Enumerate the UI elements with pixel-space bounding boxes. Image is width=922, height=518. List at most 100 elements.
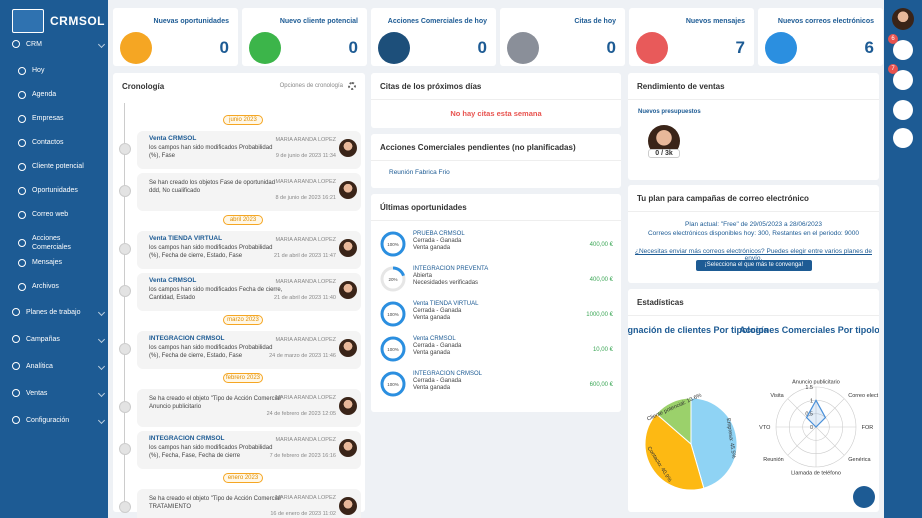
opportunity-stage: Venta ganada <box>413 245 451 251</box>
rail-button[interactable] <box>893 100 913 120</box>
nav-icon <box>18 114 26 123</box>
opportunity-status: Cerrada - Ganada <box>413 308 462 314</box>
timeline-entry: Venta CRMSOL los campos han sido modifica… <box>137 131 361 169</box>
avatar <box>339 339 357 357</box>
avatar[interactable] <box>892 8 914 30</box>
stat-value: 0 <box>219 38 229 57</box>
pending-item[interactable]: Reunión Fabrica Frio <box>389 169 450 176</box>
chart-title: Acciones Comerciales Por tipología <box>739 325 879 335</box>
chevron <box>97 362 106 370</box>
stat-card[interactable]: Nuevos mensajes 7 <box>629 8 754 66</box>
axis-label: Genérica <box>848 457 871 463</box>
pending-panel: Acciones Comerciales pendientes (no plan… <box>371 134 621 188</box>
axis-label: VTO <box>759 425 771 431</box>
timeline-entry: Se han creado los objetos Fase de oportu… <box>137 173 361 211</box>
opportunity-stage: Venta ganada <box>413 315 451 321</box>
panel-title: Estadísticas <box>637 298 684 307</box>
avatar <box>339 281 357 299</box>
opportunity-row[interactable]: 20% INTEGRACION PREVENTA Abierta Necesidade… <box>379 263 615 297</box>
nav-group[interactable]: Planes de trabajo <box>12 308 106 316</box>
timeline-entry: Venta TIENDA VIRTUAL los campos han sido … <box>137 231 361 269</box>
panel-title: Citas de los próximos días <box>380 82 482 91</box>
opportunity-row[interactable]: 100% INTEGRACION CRMSOL Cerrada - Ganada Ve… <box>379 368 615 402</box>
brand: CRMSOL <box>50 14 105 28</box>
nav-label: Mensajes <box>32 259 62 266</box>
opportunity-row[interactable]: 100% Venta CRMSOL Cerrada - Ganada Venta ga… <box>379 333 615 367</box>
opportunity-row[interactable]: 100% PRUEBA CRMSOL Cerrada - Ganada Venta g… <box>379 228 615 262</box>
opportunity-amount: 1000,00 € <box>586 312 613 318</box>
stat-card[interactable]: Nuevos correos electrónicos 6 <box>758 8 883 66</box>
ring-value <box>380 231 406 257</box>
pie-slice <box>655 397 692 446</box>
timeline-dot <box>119 243 131 255</box>
entry-text: los campos han sido modificados Probabil… <box>149 445 273 459</box>
timeline-entry: INTEGRACION CRMSOL los campos han sido mo… <box>137 331 361 369</box>
settings-icon[interactable] <box>348 82 356 90</box>
nav-label: Agenda <box>32 91 57 98</box>
opportunity-status: Cerrada - Ganada <box>413 343 462 349</box>
progress-ring: 100% <box>380 301 406 327</box>
nav-item[interactable]: Archivos <box>18 282 88 291</box>
nav-item[interactable]: Empresas <box>18 114 88 123</box>
plan-link[interactable]: ¿Necesitas enviar más correos electrónic… <box>634 248 872 262</box>
axis-label: FOR <box>862 425 874 431</box>
stat-icon <box>249 32 281 64</box>
nav-item[interactable]: Contactos <box>18 138 88 147</box>
sales-subtitle: Nuevos presupuestos <box>638 109 701 115</box>
entry-user: MARIA ARANDA LOPEZ <box>275 337 336 343</box>
nav-item[interactable]: Acciones Comerciales <box>18 234 88 252</box>
panel-divider <box>628 99 879 100</box>
panel-title: Rendimiento de ventas <box>637 82 725 91</box>
stat-card[interactable]: Nuevas oportunidades 0 <box>113 8 238 66</box>
nav-icon <box>18 186 26 195</box>
entry-text: los campos han sido modificados Probabil… <box>149 345 273 359</box>
stat-card[interactable]: Acciones Comerciales de hoy 0 <box>371 8 496 66</box>
nav-group[interactable]: Campañas <box>12 335 106 343</box>
nav-group[interactable]: Configuración <box>12 416 106 424</box>
timeline-options[interactable]: Opciones de cronología <box>279 83 343 89</box>
entry-text: los campos han sido modificados Fecha de… <box>149 287 283 301</box>
nav-group[interactable]: Analítica <box>12 362 106 370</box>
opportunity-stage: Venta ganada <box>413 385 451 391</box>
rail-button[interactable] <box>893 70 913 90</box>
timeline-dot <box>119 143 131 155</box>
nav-icon <box>12 362 20 370</box>
stat-card[interactable]: Citas de hoy 0 <box>500 8 625 66</box>
nav-item[interactable]: Agenda <box>18 90 88 99</box>
nav-item[interactable]: Mensajes <box>18 258 88 267</box>
plan-button[interactable]: ¡Selecciona el que más te convenga! <box>696 260 812 271</box>
chevron <box>97 335 106 343</box>
chat-button[interactable] <box>853 486 875 508</box>
pie-slice <box>644 413 705 491</box>
rail-button[interactable] <box>893 128 913 148</box>
entry-user: MARIA ARANDA LOPEZ <box>275 495 336 501</box>
statistics-panel: Estadísticas Asignación de clientes Por … <box>628 289 879 512</box>
sidebar: CRMSOL CRM Hoy Agenda Empresas Contactos Clie… <box>0 0 108 518</box>
opportunity-row[interactable]: 100% Venta TIENDA VIRTUAL Cerrada - Ganada… <box>379 298 615 332</box>
opportunity-status: Cerrada - Ganada <box>413 378 462 384</box>
radar-area <box>805 399 827 428</box>
entry-user: MARIA ARANDA LOPEZ <box>275 137 336 143</box>
nav-item[interactable]: Hoy <box>18 66 88 75</box>
entry-date: 21 de abril de 2023 11:47 <box>274 253 336 259</box>
rail-button[interactable] <box>893 40 913 60</box>
entry-date: 24 de febrero de 2023 12:05 <box>266 411 336 417</box>
month-label: enero 2023 <box>223 473 263 483</box>
nav-item[interactable]: Oportunidades <box>18 186 88 195</box>
opportunity-name: PRUEBA CRMSOL <box>413 231 465 237</box>
opportunity-amount: 10,00 € <box>592 347 613 353</box>
nav-item[interactable]: Cliente potencial <box>18 162 88 171</box>
avatar <box>339 397 357 415</box>
nav-icon <box>12 40 20 48</box>
stat-value: 0 <box>477 38 487 57</box>
month-label: febrero 2023 <box>223 373 263 383</box>
nav-group[interactable]: CRM <box>12 40 106 48</box>
entry-title: INTEGRACION CRMSOL <box>149 435 225 442</box>
nav-label: CRM <box>26 40 42 48</box>
nav-group[interactable]: Ventas <box>12 389 106 397</box>
nav-item[interactable]: Correo web <box>18 210 88 219</box>
avatar <box>339 239 357 257</box>
stat-card[interactable]: Nuevo cliente potencial 0 <box>242 8 367 66</box>
